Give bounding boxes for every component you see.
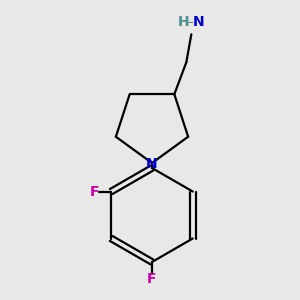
Text: H: H xyxy=(178,15,189,29)
Text: F: F xyxy=(89,184,99,199)
Text: N: N xyxy=(193,15,204,29)
Text: –: – xyxy=(188,17,193,27)
Text: F: F xyxy=(147,272,157,286)
Text: N: N xyxy=(146,157,158,171)
